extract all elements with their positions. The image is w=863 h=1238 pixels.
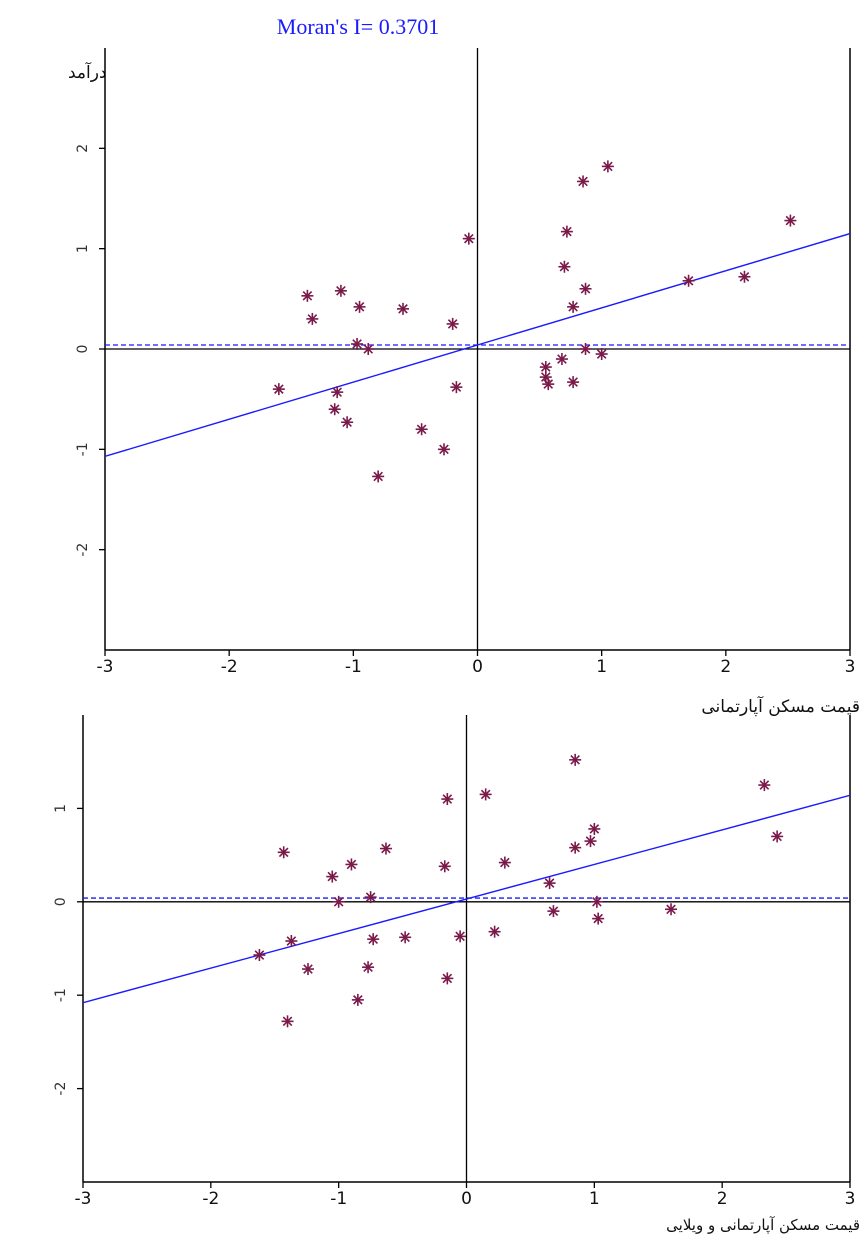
data-point bbox=[341, 416, 354, 429]
y-tick-label: -1 bbox=[53, 988, 69, 1002]
data-point bbox=[592, 912, 605, 925]
data-point bbox=[555, 353, 568, 366]
data-point bbox=[569, 841, 582, 854]
chart-2-plot: -3 -2 -1 0 1 2 3 1 0 -1 -2 bbox=[53, 715, 855, 1209]
data-point bbox=[567, 376, 580, 389]
data-point bbox=[372, 470, 385, 483]
data-point bbox=[601, 160, 614, 173]
data-point bbox=[462, 232, 475, 245]
data-point bbox=[353, 300, 366, 313]
x-tick-label: 3 bbox=[845, 657, 856, 677]
x-tick-label: -2 bbox=[221, 657, 238, 677]
chart-title: Moran's I= 0.3701 bbox=[277, 14, 439, 39]
data-point bbox=[306, 312, 319, 325]
data-point bbox=[301, 963, 314, 976]
data-point bbox=[539, 361, 552, 374]
data-point bbox=[415, 423, 428, 436]
y-axis-label: درآمد bbox=[68, 61, 107, 83]
data-point bbox=[588, 822, 601, 835]
data-point bbox=[351, 993, 364, 1006]
data-point bbox=[301, 289, 314, 302]
y-tick-label: 2 bbox=[75, 144, 91, 153]
x-tick-label: -1 bbox=[345, 657, 362, 677]
x-tick-label: 3 bbox=[845, 1189, 856, 1209]
data-point bbox=[328, 403, 341, 416]
data-point bbox=[590, 895, 603, 908]
x-tick-label: -3 bbox=[97, 657, 114, 677]
y-tick-label: 1 bbox=[53, 804, 69, 813]
data-point bbox=[579, 343, 592, 355]
data-point bbox=[367, 933, 380, 946]
y-tick-label: 1 bbox=[75, 244, 91, 253]
y-tick-label: -2 bbox=[75, 543, 91, 557]
chart-1-plot: -3 -2 -1 0 1 2 3 2 1 0 -1 -2 bbox=[75, 48, 855, 677]
x-tick-label: 0 bbox=[472, 657, 483, 677]
x-tick-label: -1 bbox=[330, 1189, 347, 1209]
data-point bbox=[665, 903, 678, 916]
regression-line bbox=[83, 794, 850, 1004]
data-point bbox=[584, 835, 597, 848]
data-point bbox=[579, 282, 592, 295]
data-point bbox=[362, 961, 375, 974]
data-point bbox=[479, 788, 492, 801]
data-point bbox=[569, 753, 582, 766]
data-point bbox=[441, 793, 454, 806]
data-point bbox=[771, 830, 784, 843]
data-point bbox=[438, 860, 451, 873]
data-point bbox=[682, 274, 695, 287]
x-tick-label: 2 bbox=[720, 657, 731, 677]
data-point bbox=[784, 214, 797, 227]
data-point bbox=[437, 443, 450, 456]
data-point bbox=[450, 381, 463, 394]
data-point bbox=[364, 891, 377, 904]
data-point bbox=[397, 302, 409, 315]
data-point bbox=[577, 175, 590, 188]
data-point bbox=[560, 225, 573, 238]
data-point bbox=[441, 972, 454, 985]
data-point bbox=[345, 858, 358, 871]
y-tick-label: 0 bbox=[53, 897, 69, 906]
x-tick-label: -2 bbox=[202, 1189, 219, 1209]
x-axis-label: قیمت مسکن آپارتمانی و ویلایی bbox=[666, 1216, 860, 1235]
data-point bbox=[253, 949, 266, 962]
data-point bbox=[758, 779, 771, 792]
x-tick-label: 1 bbox=[589, 1189, 600, 1209]
data-point bbox=[454, 930, 467, 943]
x-tick-label: -3 bbox=[75, 1189, 92, 1209]
y-tick-label: -2 bbox=[53, 1082, 69, 1096]
data-point bbox=[332, 895, 345, 908]
x-axis-label: قیمت مسکن آپارتمانی bbox=[701, 695, 860, 717]
data-point bbox=[362, 343, 375, 355]
data-point bbox=[379, 842, 392, 855]
data-point bbox=[326, 870, 339, 883]
data-point bbox=[272, 383, 285, 396]
data-point bbox=[738, 270, 751, 283]
data-point bbox=[595, 348, 608, 361]
data-point bbox=[277, 846, 290, 859]
data-point bbox=[498, 856, 511, 869]
data-point bbox=[351, 337, 364, 350]
data-point bbox=[399, 931, 412, 944]
data-point bbox=[488, 925, 501, 938]
data-point bbox=[547, 905, 560, 918]
data-point bbox=[543, 877, 556, 890]
y-tick-label: 0 bbox=[75, 345, 91, 354]
x-tick-label: 2 bbox=[717, 1189, 728, 1209]
data-point bbox=[334, 284, 347, 297]
data-point bbox=[558, 260, 571, 273]
regression-line bbox=[105, 232, 850, 458]
y-tick-label: -1 bbox=[75, 442, 91, 456]
x-tick-label: 1 bbox=[596, 657, 607, 677]
data-point bbox=[567, 300, 580, 313]
data-point bbox=[542, 378, 555, 391]
data-point bbox=[331, 386, 344, 399]
data-point bbox=[285, 935, 298, 948]
data-point bbox=[446, 317, 459, 330]
data-point bbox=[281, 1015, 294, 1028]
x-tick-label: 0 bbox=[461, 1189, 472, 1209]
